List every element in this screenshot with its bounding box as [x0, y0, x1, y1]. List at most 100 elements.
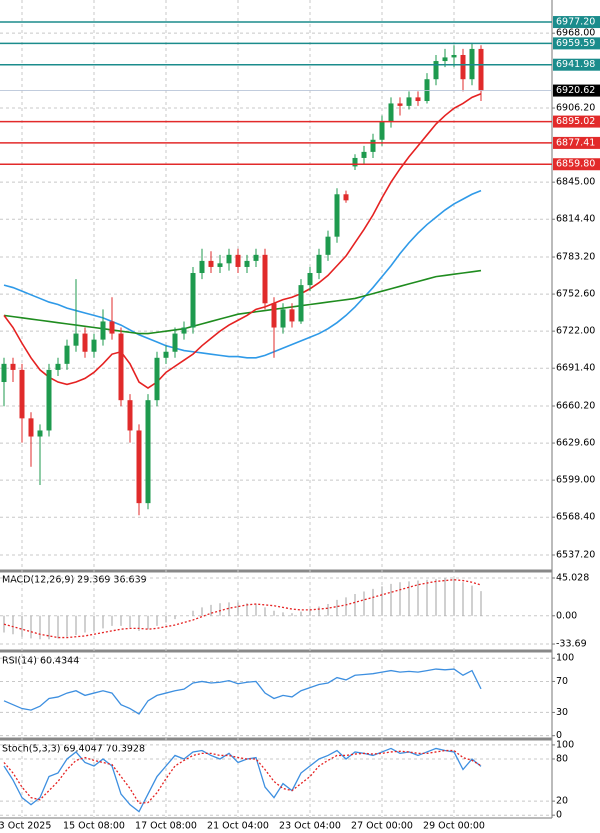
y-tick-label: 45.028 — [556, 573, 589, 584]
y-tick-label: 70 — [556, 676, 568, 687]
candle-body — [100, 321, 106, 340]
candle-body — [442, 57, 448, 62]
candle-body — [127, 400, 133, 431]
candle-body — [307, 273, 313, 286]
candle-body — [82, 333, 88, 352]
candle-body — [28, 418, 34, 437]
level-label: 6895.02 — [556, 116, 595, 127]
y-tick-label: 6906.20 — [556, 103, 595, 114]
x-tick-label: 21 Oct 04:00 — [207, 821, 269, 832]
candle-body — [226, 254, 232, 264]
candle-body — [460, 54, 466, 80]
candle-body — [325, 236, 331, 255]
candle-body — [19, 369, 25, 419]
indicator-line — [3, 93, 482, 390]
candle-body — [433, 61, 439, 80]
candle-body — [406, 97, 412, 106]
level-label-box — [553, 58, 600, 71]
level-label: 6877.41 — [556, 137, 595, 148]
candle-body — [136, 430, 142, 504]
level-label-box — [553, 158, 600, 171]
y-tick-label: 0 — [556, 810, 562, 821]
y-tick-label: 0.00 — [556, 610, 577, 621]
y-tick-label: 30 — [556, 707, 568, 718]
candle-body — [163, 351, 169, 358]
y-tick-label: 6537.20 — [556, 549, 595, 560]
candle-body — [181, 327, 187, 334]
candle-body — [478, 48, 484, 91]
x-tick-label: 27 Oct 00:00 — [351, 821, 413, 832]
candle-body — [361, 151, 367, 158]
candle-body — [199, 260, 205, 274]
candle-body — [208, 260, 214, 267]
y-tick-label: 6752.60 — [556, 289, 595, 300]
indicator-line — [3, 189, 482, 359]
candle-body — [37, 430, 43, 437]
candle-body — [10, 363, 16, 370]
y-tick-label: 6629.60 — [556, 438, 595, 449]
macd-title: MACD(12,26,9) 29.369 36.639 — [2, 575, 147, 586]
candle-body — [280, 309, 286, 328]
candle-body — [334, 194, 340, 237]
y-tick-label: 6568.40 — [556, 512, 595, 523]
candle-body — [253, 254, 259, 261]
candle-body — [172, 333, 178, 352]
candle-body — [217, 263, 223, 267]
level-label-box — [553, 136, 600, 149]
candle-body — [91, 339, 97, 352]
level-label-box — [553, 37, 600, 50]
candle-body — [370, 139, 376, 152]
candle-body — [352, 157, 358, 167]
level-label: 6859.80 — [556, 159, 595, 170]
y-tick-label: 6814.40 — [556, 214, 595, 225]
candle-body — [235, 254, 241, 267]
candle-body — [73, 333, 79, 346]
candle-body — [64, 345, 70, 364]
price-label-box — [553, 84, 600, 97]
indicator-line — [3, 747, 482, 813]
candle-body — [55, 363, 61, 370]
stoch-title: Stoch(5,3,3) 69.4047 70.3928 — [2, 744, 145, 755]
level-label: 6977.20 — [556, 17, 595, 28]
candle-body — [343, 194, 349, 201]
x-tick-label: 13 Oct 2025 — [0, 821, 51, 832]
candle-body — [46, 369, 52, 431]
x-tick-label: 29 Oct 00:00 — [423, 821, 485, 832]
candle-body — [1, 363, 7, 383]
candle-body — [145, 400, 151, 504]
candle-body — [118, 333, 124, 401]
candle-body — [262, 254, 268, 304]
y-tick-label: 6691.40 — [556, 363, 595, 374]
indicator-line — [3, 269, 482, 335]
candle-body — [109, 321, 115, 334]
y-tick-label: 6599.00 — [556, 475, 595, 486]
x-tick-label: 15 Oct 08:00 — [63, 821, 125, 832]
level-label: 6941.98 — [556, 59, 595, 70]
y-tick-label: 100 — [556, 653, 574, 664]
y-tick-label: 6783.20 — [556, 252, 595, 263]
candle-body — [298, 285, 304, 322]
y-tick-label: 100 — [556, 739, 574, 750]
y-tick-label: 20 — [556, 796, 568, 807]
candle-body — [388, 103, 394, 122]
candle-body — [379, 121, 385, 140]
price-label: 6920.62 — [556, 85, 595, 96]
candle-body — [289, 309, 295, 322]
level-label-box — [553, 115, 600, 128]
rsi-title: RSI(14) 60.4344 — [2, 656, 79, 667]
indicator-line — [3, 668, 482, 715]
y-tick-label: 6968.00 — [556, 28, 595, 39]
y-tick-label: 6660.20 — [556, 401, 595, 412]
indicator-line — [3, 749, 482, 804]
candle-body — [154, 357, 160, 401]
y-tick-label: 80 — [556, 753, 568, 764]
candle-body — [271, 303, 277, 328]
candle-body — [244, 260, 250, 267]
y-tick-label: 6722.00 — [556, 326, 595, 337]
y-tick-label: 6845.00 — [556, 177, 595, 188]
x-tick-label: 23 Oct 04:00 — [279, 821, 341, 832]
candle-body — [316, 254, 322, 274]
candle-body — [397, 103, 403, 106]
